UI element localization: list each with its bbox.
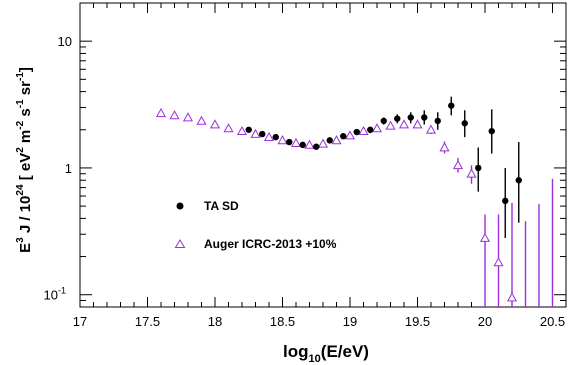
data-point-auger bbox=[304, 139, 315, 149]
data-point-ta-sd bbox=[488, 127, 495, 135]
data-point-ta-sd bbox=[380, 117, 387, 125]
svg-text:E3 J / 1024 [ eV2 m-2 s-1 sr-1: E3 J / 1024 [ eV2 m-2 s-1 sr-1] bbox=[15, 67, 34, 253]
y-axis-title: E3 J / 1024 [ eV2 m-2 s-1 sr-1] bbox=[15, 67, 34, 253]
plot-frame bbox=[79, 2, 567, 308]
legend-marker-ta-sd bbox=[176, 202, 184, 210]
y-title-e-sup: 3 bbox=[15, 237, 26, 243]
data-point-auger bbox=[155, 108, 167, 118]
x-tick-label: 19 bbox=[343, 314, 357, 329]
y-axis-ticks: 10 1 10-1 bbox=[44, 2, 566, 308]
y-title-open: [ eV bbox=[17, 153, 34, 185]
data-point-auger bbox=[223, 123, 234, 133]
data-point-auger bbox=[385, 120, 396, 130]
y-tick-label: 10 bbox=[58, 34, 72, 49]
y-tick-label: 1 bbox=[65, 161, 72, 176]
data-point-ta-sd bbox=[421, 114, 428, 121]
data-point-auger bbox=[182, 112, 194, 122]
legend-marker-auger bbox=[174, 239, 186, 248]
y-tick-label-sup: -1 bbox=[58, 286, 66, 296]
data-point-ta-sd bbox=[502, 197, 509, 205]
data-series bbox=[155, 96, 554, 307]
y-title-mid: J / 10 bbox=[17, 196, 34, 238]
y-title-exp: 24 bbox=[15, 184, 26, 196]
legend: TA SD Auger ICRC-2013 +10% bbox=[174, 199, 337, 251]
data-point-ta-sd bbox=[272, 133, 279, 141]
data-point-ta-sd bbox=[367, 126, 374, 133]
x-tick-label: 20.5 bbox=[540, 314, 565, 329]
data-point-auger bbox=[317, 138, 329, 148]
data-point-auger bbox=[371, 123, 383, 133]
data-point-auger bbox=[290, 137, 302, 147]
x-tick-label: 18 bbox=[208, 314, 222, 329]
data-point-ta-sd bbox=[461, 120, 468, 127]
y-title-supsr1: -1 bbox=[15, 72, 26, 81]
data-point-auger bbox=[331, 135, 342, 145]
data-point-auger bbox=[425, 124, 437, 134]
data-point-auger bbox=[466, 168, 477, 178]
data-point-auger bbox=[439, 142, 450, 152]
legend-label-ta-sd: TA SD bbox=[204, 199, 239, 213]
data-point-auger bbox=[358, 125, 369, 136]
y-tick-label: 10-1 bbox=[44, 286, 66, 303]
data-point-ta-sd bbox=[515, 177, 522, 184]
legend-label-auger: Auger ICRC-2013 +10% bbox=[204, 237, 337, 251]
x-tick-label: 18.5 bbox=[270, 314, 295, 329]
data-point-auger bbox=[277, 135, 288, 145]
data-point-ta-sd bbox=[448, 102, 455, 109]
y-title-close: ] bbox=[17, 67, 34, 72]
y-title-e: E bbox=[17, 243, 34, 253]
data-point-auger bbox=[398, 119, 410, 129]
x-tick-label: 20 bbox=[478, 314, 492, 329]
data-point-auger bbox=[479, 232, 491, 242]
data-point-auger bbox=[196, 115, 207, 125]
data-point-auger bbox=[169, 110, 180, 120]
y-title-s: s bbox=[17, 108, 34, 121]
data-point-auger bbox=[236, 125, 248, 136]
x-tick-label: 19.5 bbox=[405, 314, 430, 329]
y-title-m: m bbox=[17, 130, 34, 148]
data-point-ta-sd bbox=[259, 130, 266, 138]
data-point-ta-sd bbox=[286, 138, 293, 146]
y-title-supm2: -2 bbox=[15, 120, 26, 129]
data-point-auger bbox=[344, 130, 356, 140]
data-point-ta-sd bbox=[340, 132, 347, 140]
data-point-auger bbox=[493, 257, 504, 267]
data-point-ta-sd bbox=[299, 141, 306, 149]
y-title-sups1: -1 bbox=[15, 99, 26, 108]
data-point-ta-sd bbox=[326, 137, 333, 144]
data-point-ta-sd bbox=[394, 115, 401, 122]
y-title-sr: sr bbox=[17, 81, 34, 100]
data-point-auger bbox=[452, 160, 464, 170]
data-point-ta-sd bbox=[353, 128, 360, 136]
y-title-sup2: 2 bbox=[15, 147, 26, 153]
x-axis-title: log10(E/eV) bbox=[283, 342, 369, 365]
x-axis-title-log: log bbox=[283, 342, 309, 361]
data-point-auger bbox=[209, 119, 221, 129]
data-point-ta-sd bbox=[407, 114, 414, 121]
data-point-ta-sd bbox=[245, 126, 252, 133]
x-axis-ticks: 17 17.5 18 18.5 19 19.5 20 20.5 bbox=[73, 3, 567, 329]
data-point-auger bbox=[263, 131, 275, 141]
x-tick-label: 17.5 bbox=[135, 314, 160, 329]
data-point-ta-sd bbox=[475, 164, 482, 172]
data-point-auger bbox=[506, 292, 518, 302]
x-axis-title-sub: 10 bbox=[309, 353, 321, 365]
data-point-ta-sd bbox=[434, 117, 441, 125]
x-axis-title-rest: (E/eV) bbox=[321, 342, 369, 361]
data-point-auger bbox=[412, 119, 423, 129]
svg-text:log10(E/eV): log10(E/eV) bbox=[283, 342, 369, 365]
data-point-ta-sd bbox=[313, 143, 320, 150]
data-point-auger bbox=[250, 128, 261, 138]
x-tick-label: 17 bbox=[73, 314, 87, 329]
